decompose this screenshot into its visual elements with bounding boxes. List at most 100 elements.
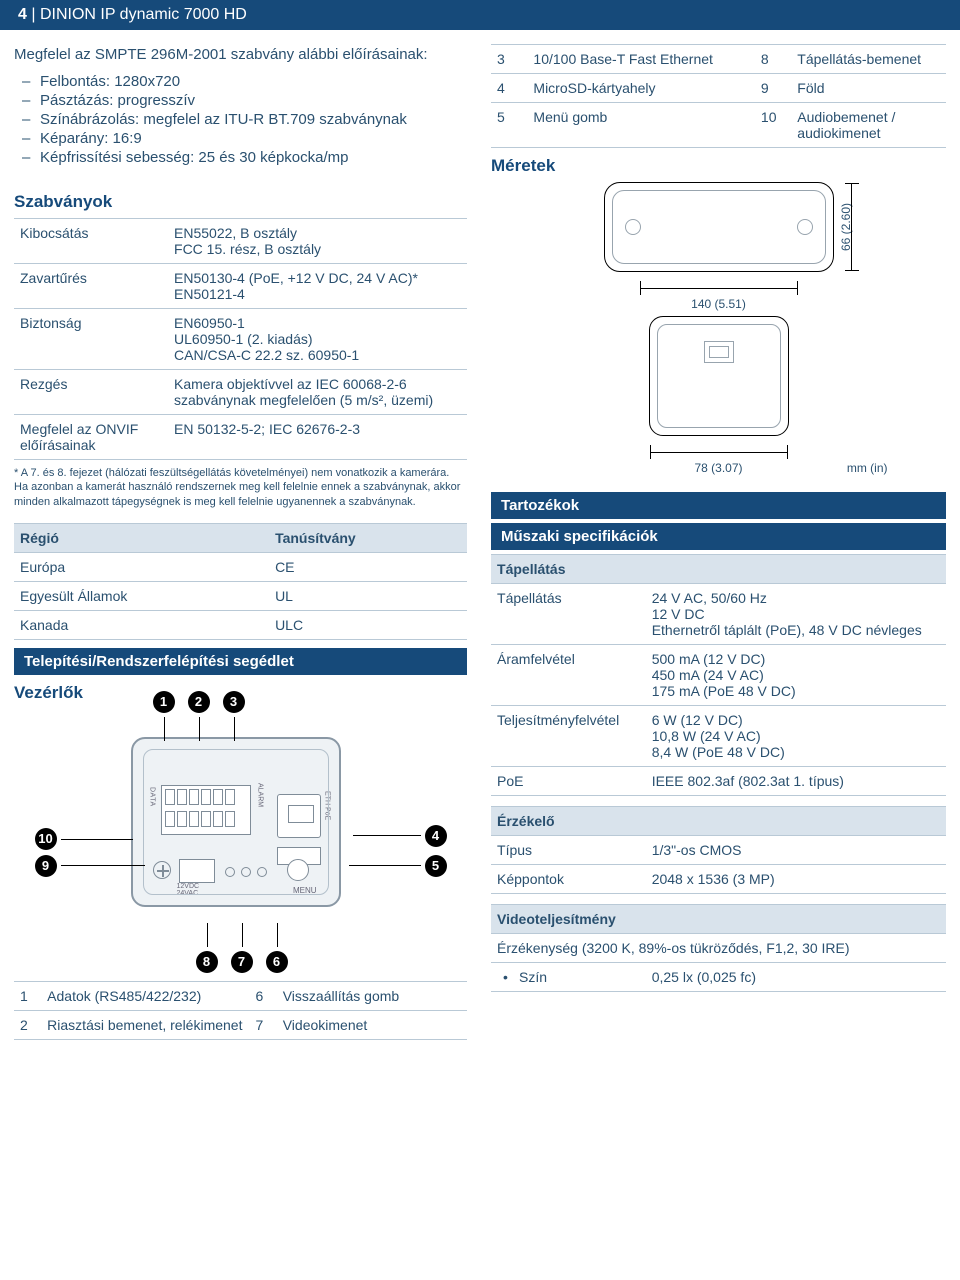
cert-col: Tanúsítvány xyxy=(269,523,467,552)
menu-label: MENU xyxy=(293,886,317,895)
callout-2: 2 xyxy=(188,691,210,713)
spec-item: Képarány: 16:9 xyxy=(40,130,467,147)
width-label: 140 (5.51) xyxy=(691,297,746,311)
cert-cell: ULC xyxy=(269,610,467,639)
leader-line xyxy=(61,865,145,866)
spec-item: Felbontás: 1280x720 xyxy=(40,73,467,90)
leader-line xyxy=(277,923,278,947)
spec-key: Képpontok xyxy=(491,865,646,894)
spec-val: 2048 x 1536 (3 MP) xyxy=(646,865,946,894)
content: Megfelel az SMPTE 296M-2001 szabvány alá… xyxy=(0,30,960,1050)
region-table: Régió Tanúsítvány EurópaCE Egyesült Álla… xyxy=(14,523,467,640)
cell: 1 xyxy=(14,981,41,1010)
cell: 3 xyxy=(491,45,527,74)
spec-item: Pásztázás: progresszív xyxy=(40,92,467,109)
callout-6: 6 xyxy=(266,951,288,973)
cell: 2 xyxy=(14,1010,41,1039)
dimensions-heading: Méretek xyxy=(491,156,946,176)
cert-cell: UL xyxy=(269,581,467,610)
intro-paragraph: Megfelel az SMPTE 296M-2001 szabvány alá… xyxy=(14,44,467,65)
callout-10: 10 xyxy=(35,828,57,850)
standards-table: KibocsátásEN55022, B osztály FCC 15. rés… xyxy=(14,218,467,460)
cert-cell: CE xyxy=(269,552,467,581)
menu-button-icon xyxy=(287,859,309,881)
callout-9: 9 xyxy=(35,855,57,877)
sd-slot-icon xyxy=(277,847,321,865)
spec-key: Áramfelvétel xyxy=(491,645,646,706)
leader-line xyxy=(61,839,133,840)
leader-line xyxy=(353,835,421,836)
video-section-head: Videoteljesítmény xyxy=(491,905,946,934)
bullet-label: Szín xyxy=(519,969,547,985)
standards-footnote: * A 7. és 8. fejezet (hálózati feszültsé… xyxy=(14,466,467,509)
dimension-drawing-top: 140 (5.51) 66 (2.60) xyxy=(569,182,869,272)
spec-val: 500 mA (12 V DC) 450 mA (24 V AC) 175 mA… xyxy=(646,645,946,706)
region-col: Régió xyxy=(14,523,269,552)
callout-3: 3 xyxy=(223,691,245,713)
alarm-label: ALARM xyxy=(257,783,264,807)
ethernet-port-icon xyxy=(277,794,321,838)
cell: 4 xyxy=(491,74,527,103)
spec-val: 0,25 lx (0,025 fc) xyxy=(646,963,946,992)
sensor-table: Érzékelő Típus1/3"-os CMOS Képpontok2048… xyxy=(491,806,946,894)
camera-top-outline: 140 (5.51) 66 (2.60) xyxy=(604,182,834,272)
cell: 5 xyxy=(491,103,527,148)
unit-label: mm (in) xyxy=(847,461,888,475)
std-key: Kibocsátás xyxy=(14,219,168,264)
sensor-window-icon xyxy=(704,341,734,363)
front-width-label: 78 (3.07) xyxy=(694,461,742,475)
spec-val: 24 V AC, 50/60 Hz 12 V DC Ethernetről tá… xyxy=(646,584,946,645)
leader-line xyxy=(242,923,243,947)
spec-val: 1/3"-os CMOS xyxy=(646,836,946,865)
std-val: EN60950-1 UL60950-1 (2. kiadás) CAN/CSA-… xyxy=(168,309,467,370)
width-bracket: 140 (5.51) xyxy=(640,281,798,295)
cell: Menü gomb xyxy=(527,103,755,148)
camera-front-outline: 78 (3.07) mm (in) xyxy=(649,316,789,436)
spec-item: Képfrissítési sebesség: 25 és 30 képkock… xyxy=(40,149,467,166)
data-label: DATA xyxy=(149,787,156,807)
cell: MicroSD-kártyahely xyxy=(527,74,755,103)
spec-key: PoE xyxy=(491,767,646,796)
leader-line xyxy=(199,717,200,741)
dimension-drawing-front: 78 (3.07) mm (in) xyxy=(569,316,869,436)
accessories-heading: Tartozékok xyxy=(491,492,946,519)
standards-heading: Szabványok xyxy=(14,192,467,212)
cell: 6 xyxy=(250,981,277,1010)
right-column: 3 10/100 Base-T Fast Ethernet 8 Tápellát… xyxy=(491,44,946,1040)
spec-key: Típus xyxy=(491,836,646,865)
std-key: Rezgés xyxy=(14,370,168,415)
cell: Visszaállítás gomb xyxy=(277,981,467,1010)
std-val: EN 50132-5-2; IEC 62676-2-3 xyxy=(168,415,467,460)
sensor-section-head: Érzékelő xyxy=(491,807,946,836)
cell: 10 xyxy=(755,103,791,148)
eth-label: ETH PoE xyxy=(324,791,331,820)
cell: Föld xyxy=(791,74,946,103)
leader-line xyxy=(207,923,208,947)
cell: Audiobemenet / audiokimenet xyxy=(791,103,946,148)
page-header: 4 | DINION IP dynamic 7000 HD xyxy=(0,0,960,30)
dc-input-icon xyxy=(179,859,215,883)
cell: 7 xyxy=(250,1010,277,1039)
std-val: Kamera objektívvel az IEC 60068-2-6 szab… xyxy=(168,370,467,415)
callout-5: 5 xyxy=(425,855,447,877)
spec-key: • Szín xyxy=(491,963,646,992)
cell: 8 xyxy=(755,45,791,74)
video-table: Videoteljesítmény Érzékenység (3200 K, 8… xyxy=(491,904,946,992)
dc-label: 12VDC24VAC xyxy=(177,883,200,897)
std-val: EN50130-4 (PoE, +12 V DC, 24 V AC)* EN50… xyxy=(168,264,467,309)
spec-item: Színábrázolás: megfelel az ITU-R BT.709 … xyxy=(40,111,467,128)
header-sep: | xyxy=(27,6,40,23)
power-table: Tápellátás Tápellátás24 V AC, 50/60 Hz 1… xyxy=(491,554,946,796)
callout-1: 1 xyxy=(153,691,175,713)
leader-line xyxy=(349,865,421,866)
techspec-heading: Műszaki specifikációk xyxy=(491,523,946,550)
std-val: EN55022, B osztály FCC 15. rész, B osztá… xyxy=(168,219,467,264)
ground-icon xyxy=(153,861,171,879)
sensitivity-head: Érzékenység (3200 K, 89%-os tükröződés, … xyxy=(491,934,946,963)
leader-line xyxy=(234,717,235,741)
header-title: DINION IP dynamic 7000 HD xyxy=(40,6,247,23)
spec-val: 6 W (12 V DC) 10,8 W (24 V AC) 8,4 W (Po… xyxy=(646,706,946,767)
height-bracket: 66 (2.60) xyxy=(845,183,859,271)
install-heading: Telepítési/Rendszerfelépítési segédlet xyxy=(14,648,467,675)
cell: Riasztási bemenet, relékimenet xyxy=(41,1010,249,1039)
